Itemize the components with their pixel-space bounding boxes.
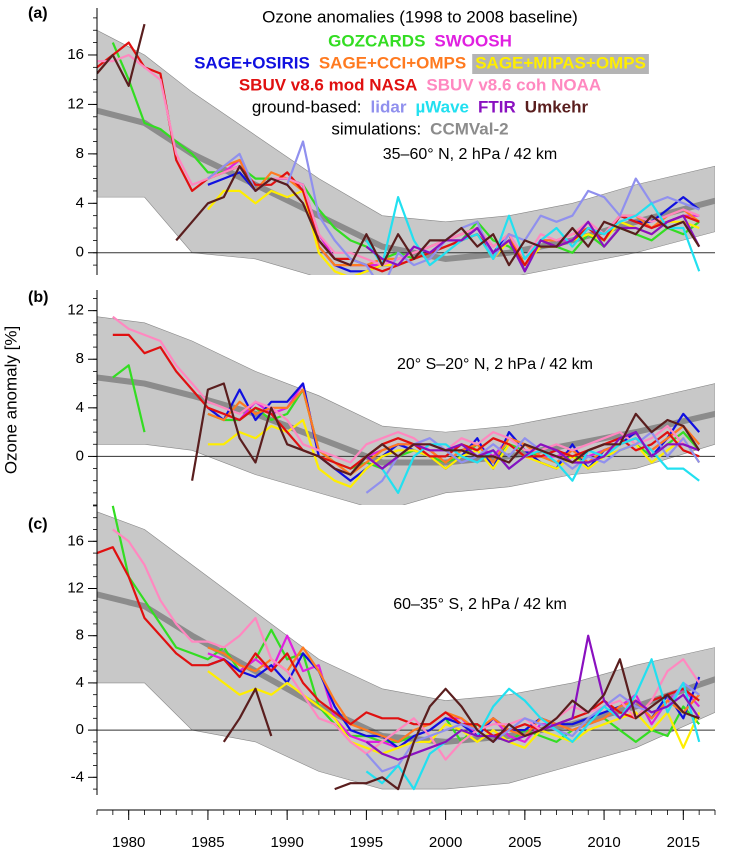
series-line [365,431,701,494]
series-line [365,196,701,272]
legend-entry: ground-based: [252,97,362,116]
x-tick-label: 2000 [429,834,462,851]
y-tick-label: 0 [76,721,84,738]
series-line [365,681,700,773]
model-range [97,316,715,505]
y-tick-label: 4 [76,194,84,211]
y-tick-label: 0 [76,244,84,261]
model-mean [97,107,715,262]
y-tick-label: 8 [76,350,84,367]
legend-entry: simulations: [331,119,421,138]
plot-area [97,315,715,505]
region-label: 20° S–20° N, 2 hPa / 42 km [397,356,593,373]
series-line [112,315,700,464]
legend-entry: SBUV v8.6 coh NOAA [426,75,601,94]
legend-entry: GOZCARDS [328,31,425,50]
y-tick-label: 8 [76,145,84,162]
legend-entry: SAGE+OSIRIS [194,53,310,72]
series-line [365,431,700,470]
series-line [97,23,701,267]
plot-area [97,505,715,791]
legend-entry: Umkehr [525,97,589,116]
model-range [97,511,715,790]
y-axis-label: Ozone anomaly [%] [1,326,20,474]
model-mean [97,374,715,466]
y-tick-label: 4 [76,399,84,416]
y-tick-label: 12 [67,579,84,596]
x-tick-label: 1990 [270,834,303,851]
series-line [97,546,700,738]
x-tick-label: 2015 [667,834,700,851]
y-tick-label: 8 [76,627,84,644]
panel-label: (a) [28,5,48,22]
legend-entry: SAGE+MIPAS+OMPS [475,53,646,72]
legend-entry: µWave [415,97,469,116]
legend-entry: lidar [371,97,407,116]
y-tick-label: 4 [76,674,84,691]
region-label: 35–60° N, 2 hPa / 42 km [383,146,558,163]
y-tick-label: 16 [67,532,84,549]
x-tick-label: 1995 [350,834,383,851]
series-line [365,658,701,791]
y-tick-label: 0 [76,447,84,464]
panel-label: (b) [28,289,48,306]
x-tick-label: 2010 [587,834,620,851]
legend-entry: SBUV v8.6 mod NASA [239,75,418,94]
model-range [97,29,715,275]
y-tick-label: 12 [67,302,84,319]
region-label: 60–35° S, 2 hPa / 42 km [393,596,567,613]
x-tick-label: 1980 [112,834,145,851]
chart-title: Ozone anomalies (1998 to 2008 baseline) [262,7,578,26]
x-tick-label: 1985 [191,834,224,851]
legend-highlight [472,54,649,74]
plot-area [97,23,715,275]
legend-entry: FTIR [478,97,516,116]
y-tick-label: 12 [67,95,84,112]
x-tick-label: 2005 [508,834,541,851]
legend-entry: SWOOSH [434,31,511,50]
series-line [191,382,701,481]
series-line [207,646,701,743]
panel-label: (c) [28,516,48,533]
y-tick-label: 16 [67,46,84,63]
legend-entry: SAGE+CCI+OMPS [319,53,466,72]
legend-entry: CCMVal-2 [430,119,508,138]
y-tick-label: -4 [71,768,84,785]
series-line [222,658,700,791]
